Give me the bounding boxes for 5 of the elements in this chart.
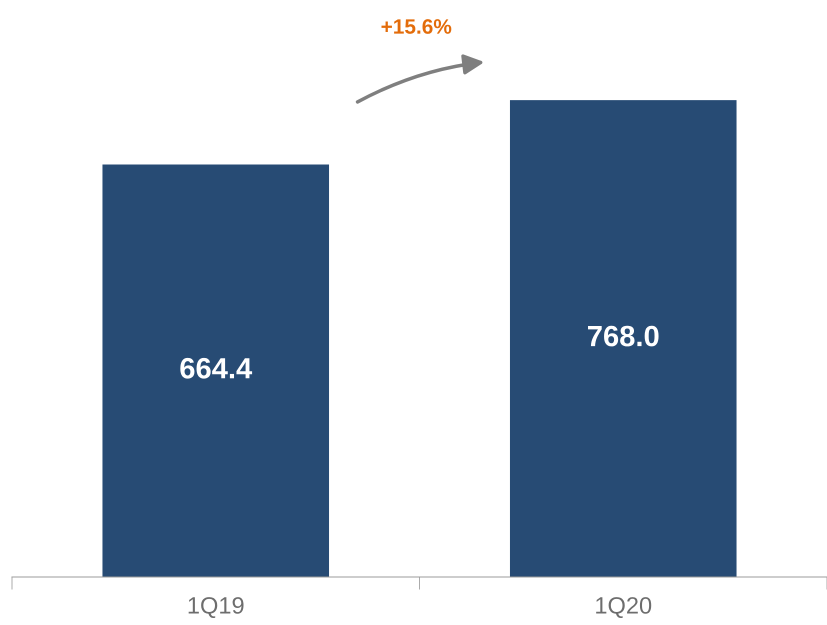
data-label: 664.4	[180, 358, 252, 379]
x-tick-label: 1Q20	[596, 597, 652, 618]
x-tick-label: 1Q19	[188, 597, 244, 618]
text: +15.6%	[381, 19, 452, 34]
data-label: 768.0	[588, 326, 659, 346]
